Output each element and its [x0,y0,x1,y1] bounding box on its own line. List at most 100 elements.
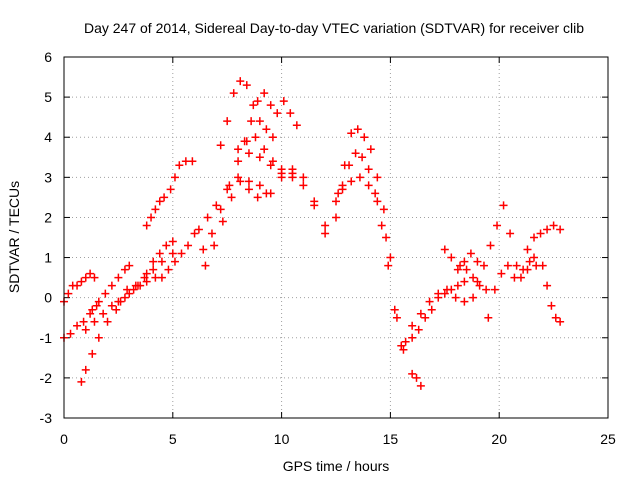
data-point [255,117,264,126]
data-point [482,285,491,294]
series-arc-19 [338,173,391,242]
x-tick-label: 0 [60,431,68,447]
data-point [427,305,436,314]
data-point [207,229,216,238]
data-point [114,273,123,282]
data-point [397,341,406,350]
data-point [223,117,232,126]
data-point [149,257,158,266]
y-tick-label: 1 [44,250,52,266]
data-point [170,173,179,182]
data-point [434,289,443,298]
data-point [175,161,184,170]
data-point [332,213,340,222]
data-point [551,313,560,322]
data-point [321,229,330,238]
data-point [262,125,271,134]
data-point [412,373,421,382]
data-point [288,173,297,182]
data-point [234,173,243,182]
x-tick-label: 10 [274,431,290,447]
data-point [547,301,556,310]
series-arc-5 [88,261,134,314]
y-tick-label: 4 [44,129,52,145]
data-point [408,333,417,342]
data-point [414,325,423,334]
data-point [81,365,90,374]
data-point [120,293,129,302]
data-point [310,197,319,206]
data-point [466,249,475,258]
data-point [479,261,488,270]
data-point [549,221,558,230]
series-arc-25 [484,253,539,322]
series-arc-2 [60,269,99,306]
data-point [469,273,478,282]
data-point [516,273,525,282]
data-point [543,225,552,234]
data-point [392,313,401,322]
data-point [399,345,408,354]
data-point [523,245,532,254]
data-point [371,189,380,198]
data-point [125,289,134,298]
data-point [416,381,425,390]
data-point [107,281,116,290]
data-point [556,225,565,234]
data-point [123,285,132,294]
data-point [81,325,90,334]
data-point [473,257,482,266]
data-point [366,145,375,154]
data-point [373,197,382,206]
data-point [249,101,258,110]
x-tick-label: 5 [169,431,177,447]
data-point [90,273,99,282]
y-tick-label: 2 [44,209,52,225]
data-point [353,125,362,134]
data-point [107,301,116,310]
data-point [499,201,508,210]
data-point [408,369,417,378]
data-point [79,317,88,326]
data-point [460,257,469,266]
y-axis-label: SDTVAR / TECUs [6,181,22,293]
data-point [351,149,360,158]
data-point [460,297,469,306]
data-point [556,317,565,326]
series-arc-23 [440,245,482,274]
data-point [456,261,465,270]
series-arc-15 [201,177,271,270]
data-point [334,189,343,198]
data-point [538,261,547,270]
data-point [286,109,295,118]
x-tick-label: 15 [383,431,399,447]
data-point [390,305,399,314]
data-point [88,305,97,314]
x-axis-label: GPS time / hours [283,458,390,474]
data-point [218,217,227,226]
data-point [170,257,179,266]
data-point [212,201,221,210]
data-point [114,297,123,306]
data-point [473,277,482,286]
data-point [168,237,177,246]
data-point [262,189,271,198]
series-arc-17 [332,149,406,350]
y-tick-label: 6 [44,49,52,65]
data-point [234,145,243,154]
data-point [266,161,275,170]
data-point [227,193,236,202]
plot-frame [63,56,609,419]
data-point [475,281,484,290]
data-point [142,269,151,278]
data-point [379,205,388,214]
data-point [247,117,256,126]
y-tick-labels: -3 -2 -1 0 1 2 3 4 5 6 [40,49,53,426]
data-point [253,193,262,202]
data-point [120,265,129,274]
data-point [377,221,386,230]
data-point [460,277,469,286]
data-point [101,289,110,298]
data-point [66,329,75,338]
